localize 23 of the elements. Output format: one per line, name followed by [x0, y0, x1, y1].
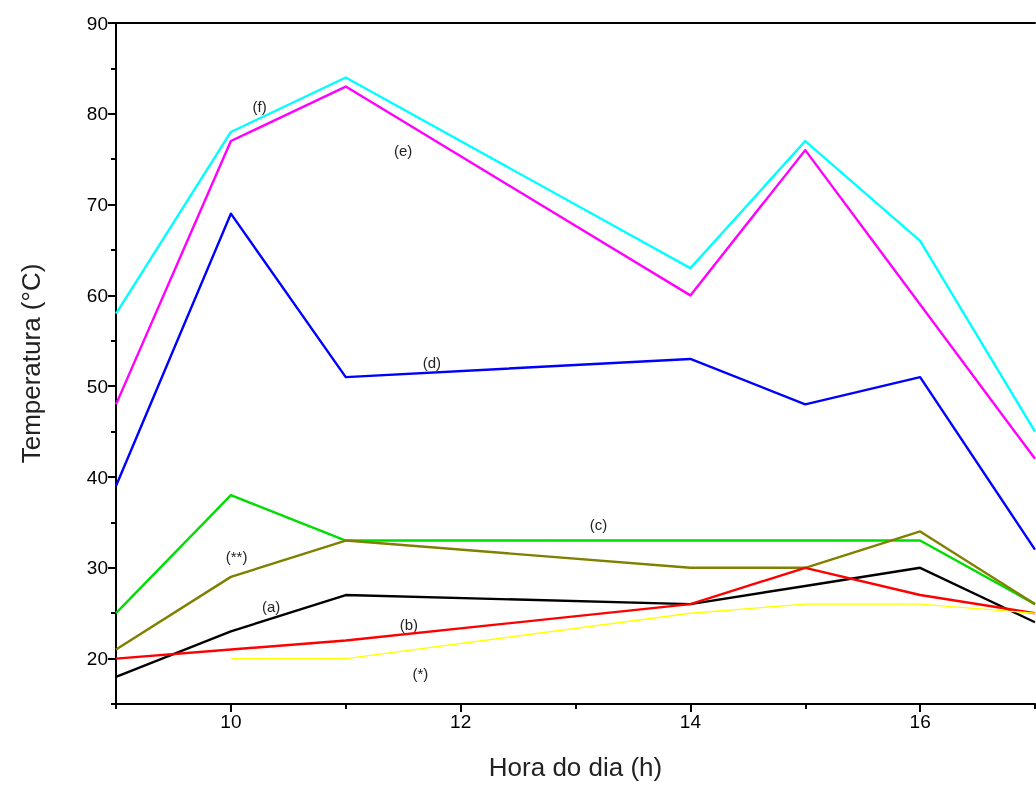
- y-axis-title: Temperatura (°C): [16, 263, 46, 464]
- y-tick-label: 60: [86, 284, 108, 306]
- line-series: [114, 212, 1036, 551]
- series-label: (a): [261, 598, 281, 616]
- series-label: (f): [252, 98, 267, 116]
- y-tick-label: 80: [86, 103, 108, 125]
- x-tick-label: 16: [909, 711, 931, 732]
- series-label: (*): [412, 664, 429, 682]
- y-tick-label: 90: [86, 12, 108, 34]
- y-tick-label: 30: [86, 557, 108, 579]
- series-label: (e): [394, 141, 413, 159]
- x-tick-label: 10: [220, 711, 242, 732]
- y-tick-label: 40: [86, 466, 108, 488]
- series-label: (d): [422, 354, 442, 372]
- series-label: (c): [589, 515, 608, 533]
- series-label: (b): [399, 615, 419, 633]
- y-tick-label: 20: [86, 648, 108, 670]
- x-tick-label: 14: [679, 711, 702, 732]
- series-label: (**): [225, 548, 248, 566]
- y-tick-label: 50: [86, 375, 108, 397]
- x-tick-label: 12: [450, 711, 472, 732]
- y-tick-label: 70: [86, 194, 108, 216]
- x-axis-title: Hora do dia (h): [488, 752, 663, 782]
